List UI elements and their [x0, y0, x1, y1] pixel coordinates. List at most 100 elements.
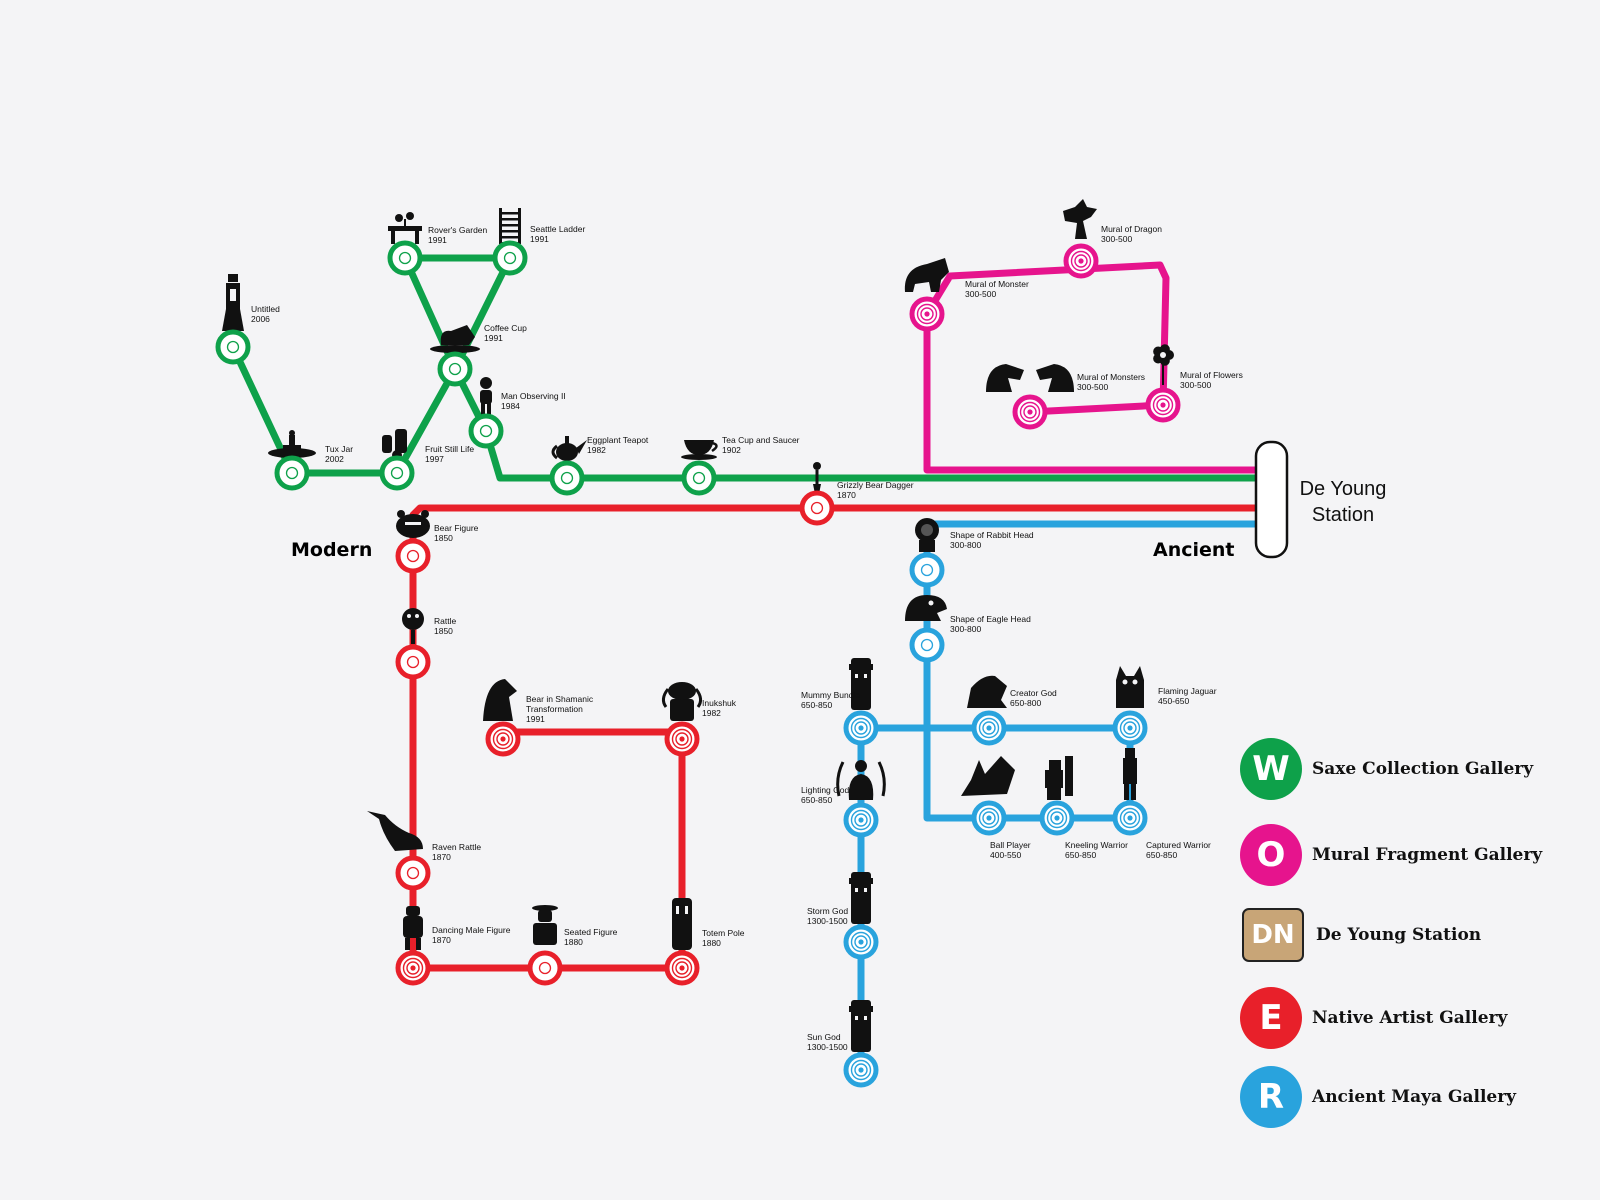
station-name: Seated Figure: [564, 927, 618, 937]
station-name: Storm God: [807, 906, 848, 916]
station-year: 1984: [501, 401, 520, 411]
legend-item-station[interactable]: DN De Young Station: [1240, 908, 1481, 962]
station-year: 650-850: [801, 795, 832, 805]
station-marker[interactable]: [527, 950, 563, 986]
station-marker[interactable]: [387, 240, 423, 276]
station-year: 450-650: [1158, 696, 1189, 706]
station-name: Flaming Jaguar: [1158, 686, 1217, 696]
station-name: Mural of Flowers: [1180, 370, 1243, 380]
rabbit-icon: [915, 518, 939, 552]
de-young-station-terminal[interactable]: [1254, 440, 1289, 559]
flower-icon: [1153, 344, 1174, 385]
station-year: 1902: [722, 445, 741, 455]
station-name: Captured Warrior: [1146, 840, 1211, 850]
station-name: Grizzly Bear Dagger: [837, 480, 914, 490]
station-marker[interactable]: [215, 329, 251, 365]
station-year: 1870: [432, 935, 451, 945]
station-marker[interactable]: [395, 644, 431, 680]
station-name: Kneeling Warrior: [1065, 840, 1128, 850]
legend-label-station: De Young Station: [1316, 925, 1482, 945]
station-marker[interactable]: [274, 455, 310, 491]
dish-icon: [268, 430, 316, 458]
cup-icon: [430, 325, 480, 353]
monster-icon: [904, 258, 949, 292]
station-year: 1870: [837, 490, 856, 500]
station-year: 1300-1500: [807, 1042, 848, 1052]
station-year: 1850: [434, 533, 453, 543]
station-name: Raven Rattle: [432, 842, 481, 852]
station-year: 1870: [432, 852, 451, 862]
legend-item-native[interactable]: E Native Artist Gallery: [1240, 987, 1507, 1049]
legend-item-saxe[interactable]: W Saxe Collection Gallery: [1240, 738, 1533, 800]
station-marker[interactable]: [395, 538, 431, 574]
station-marker[interactable]: [379, 455, 415, 491]
station-year: 2002: [325, 454, 344, 464]
green-line-main: [229, 343, 1262, 482]
mummy-icon: [849, 658, 873, 710]
station-year: 300-500: [1101, 234, 1132, 244]
station-marker[interactable]: [799, 490, 835, 526]
station-year: 300-800: [950, 624, 981, 634]
station-name: Untitled: [251, 304, 280, 314]
station-name: Lighting God: [801, 785, 849, 795]
station-marker[interactable]: [437, 351, 473, 387]
station-marker[interactable]: [468, 413, 504, 449]
station-year: 650-850: [1146, 850, 1177, 860]
station-year: 400-550: [990, 850, 1021, 860]
legend-badge-o: O: [1240, 824, 1302, 886]
captured-icon: [1123, 748, 1137, 800]
station-year: 1880: [564, 937, 583, 947]
station-name: Bear Figure: [434, 523, 479, 533]
legend-item-mural[interactable]: O Mural Fragment Gallery: [1240, 824, 1542, 886]
station-marker[interactable]: [395, 855, 431, 891]
legend-badge-e: E: [1240, 987, 1302, 1049]
terminal-label-line1: De Young: [1300, 478, 1387, 500]
legend-item-maya[interactable]: R Ancient Maya Gallery: [1240, 1066, 1516, 1128]
jaguar-icon: [1116, 666, 1144, 708]
lightgod-icon: [836, 760, 886, 800]
ladder-icon: [499, 208, 521, 245]
station-marker[interactable]: [492, 240, 528, 276]
station-marker[interactable]: [909, 552, 945, 588]
station-name: Dancing Male Figure: [432, 925, 511, 935]
station-name: Totem Pole: [702, 928, 745, 938]
station-marker[interactable]: [549, 460, 585, 496]
station-marker[interactable]: [681, 460, 717, 496]
legend: W Saxe Collection Gallery O Mural Fragme…: [1240, 0, 1600, 1200]
station-marker[interactable]: [909, 627, 945, 663]
